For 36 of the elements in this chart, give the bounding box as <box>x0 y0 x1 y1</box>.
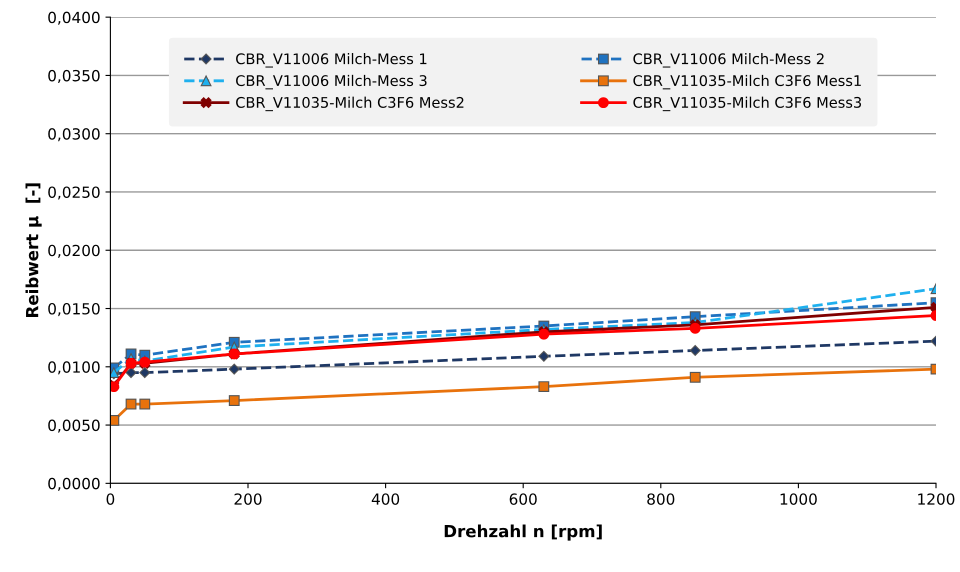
y-tick-label: 0,0050 <box>48 420 100 433</box>
point <box>690 345 701 356</box>
y-tick-label: 0,0350 <box>48 70 100 84</box>
point <box>538 350 550 362</box>
x-tick-label: 0 <box>106 493 114 505</box>
x-tick-label: 200 <box>234 493 262 505</box>
legend-label: CBR_V11035-Milch C3F6 Mess2 <box>236 96 464 112</box>
point <box>690 322 701 334</box>
legend-label: CBR_V11006 Milch-Mess 3 <box>236 74 427 90</box>
x-tick-label: 400 <box>372 493 400 505</box>
legend-label: CBR_V11006 Milch-Mess 2 <box>633 53 824 68</box>
point <box>126 367 137 378</box>
y-tick-label: 0,0150 <box>48 302 100 316</box>
x-tick-label: 1200 <box>918 493 954 505</box>
point <box>139 367 150 378</box>
point <box>538 381 550 392</box>
y-tick-label: 0,0250 <box>48 186 100 200</box>
point <box>126 398 136 410</box>
x-tick-label: 800 <box>647 493 674 505</box>
legend-label: CBR_V11006 Milch-Mess 1 <box>236 53 426 68</box>
point <box>139 398 150 410</box>
y-tick-label: 0,0000 <box>48 478 100 491</box>
x-tick-label: 1000 <box>780 493 817 505</box>
point <box>538 328 550 340</box>
point <box>228 364 240 375</box>
y-tick-label: 0,0400 <box>48 12 100 25</box>
y-tick-label: 0,0100 <box>48 361 100 374</box>
x-axis-title: Drehzahl n [rpm] <box>444 524 602 541</box>
legend-label: CBR_V11035-Milch C3F6 Mess1 <box>633 74 861 90</box>
y-tick-label: 0,0200 <box>48 244 100 258</box>
point <box>690 372 701 383</box>
x-tick-label: 600 <box>510 493 537 505</box>
point <box>228 395 240 406</box>
y-axis-title: Reibwert µ [-] <box>26 183 42 317</box>
legend-label: CBR_V11035-Milch C3F6 Mess3 <box>633 96 862 112</box>
y-tick-label: 0,0300 <box>48 128 100 142</box>
